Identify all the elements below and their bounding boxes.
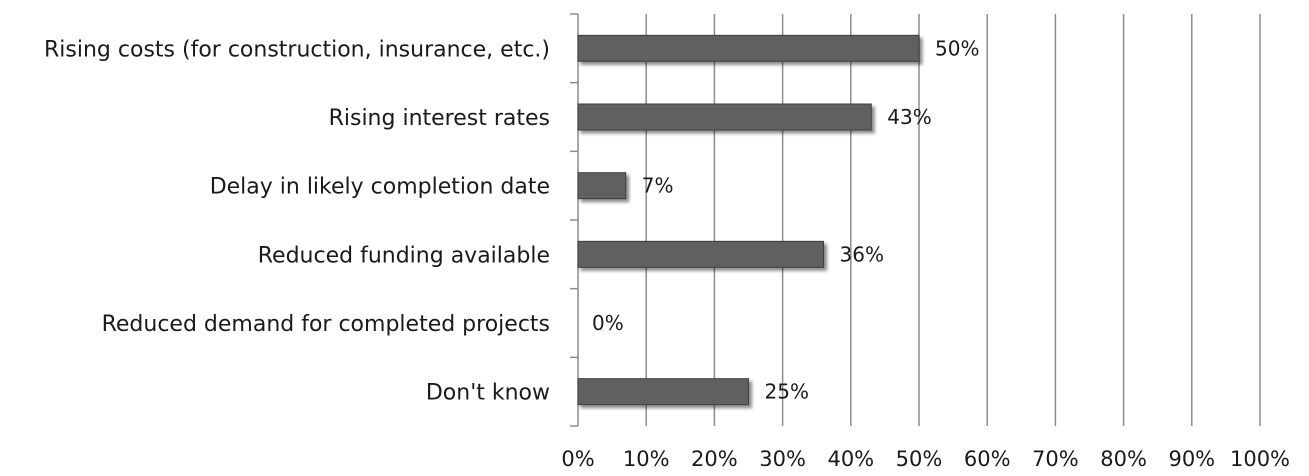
x-tick-label: 60% (964, 447, 1011, 471)
category-label: Don't know (426, 381, 550, 406)
category-label: Reduced demand for completed projects (102, 312, 550, 337)
x-tick-label: 90% (1168, 447, 1215, 471)
data-label: 7% (642, 174, 674, 198)
data-label: 43% (887, 105, 931, 129)
category-label: Delay in likely completion date (210, 175, 550, 200)
data-label: 25% (765, 380, 809, 404)
x-tick-label: 20% (691, 447, 738, 471)
data-label: 36% (840, 242, 884, 266)
bar (577, 103, 872, 131)
category-label: Rising costs (for construction, insuranc… (44, 37, 550, 62)
data-label: 0% (592, 311, 624, 335)
y-axis (570, 13, 579, 427)
x-tick-labels: 0% 10% 20% 30% 40% 50% 60% 70% 80% 90% 100% (561, 447, 1290, 471)
category-labels: Rising costs (for construction, insuranc… (44, 37, 550, 405)
x-tick-label: 30% (759, 447, 806, 471)
category-label: Rising interest rates (329, 106, 550, 131)
x-tick-label: 70% (1032, 447, 1079, 471)
x-tick-label: 40% (827, 447, 874, 471)
data-label: 50% (935, 36, 979, 60)
bars (577, 34, 920, 406)
bar (577, 34, 920, 62)
category-label: Reduced funding available (258, 243, 550, 268)
x-tick-label: 50% (896, 447, 943, 471)
x-tick-label: 100% (1230, 447, 1290, 471)
bar (577, 172, 627, 200)
x-tick-label: 80% (1100, 447, 1147, 471)
data-labels: 50% 43% 7% 36% 0% 25% (592, 36, 979, 403)
bar (577, 378, 749, 406)
x-tick-label: 0% (561, 447, 594, 471)
gridlines (645, 14, 1261, 426)
bar (577, 240, 825, 268)
x-tick-label: 10% (623, 447, 670, 471)
